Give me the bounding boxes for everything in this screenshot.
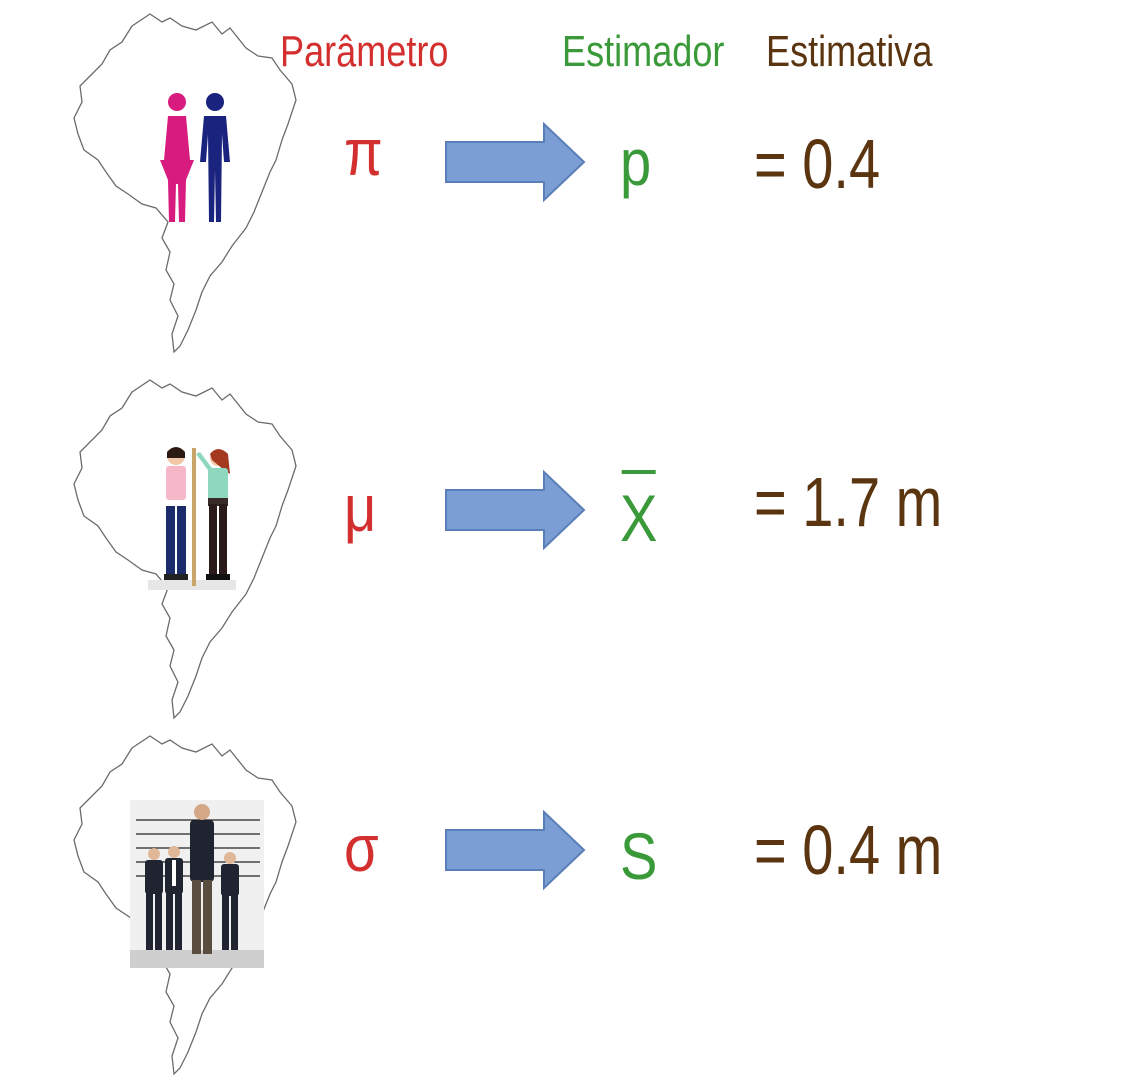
lineup-people <box>145 804 239 954</box>
arrow-right-icon <box>444 122 586 202</box>
parameter-symbol: μ <box>344 471 377 545</box>
man-figure <box>200 93 230 222</box>
man-woman-figures-image <box>160 90 236 226</box>
x-bar-symbol: X <box>620 470 657 558</box>
estimate-value: = 1.7 m <box>754 463 943 541</box>
measuring-person-figure <box>196 449 230 580</box>
overline-mark <box>621 470 656 474</box>
woman-figure <box>160 93 194 222</box>
arrow-right-icon <box>444 810 586 890</box>
parameter-symbol: σ <box>344 811 379 885</box>
estimate-value: = 0.4 m <box>754 811 943 889</box>
parameter-symbol: π <box>344 115 383 189</box>
row-proportion: π p = 0.4 <box>0 0 1138 360</box>
estimator-symbol: S <box>620 819 658 893</box>
header-estimador: Estimador <box>562 27 725 76</box>
header-parametro: Parâmetro <box>280 27 449 76</box>
estimate-value: = 0.4 <box>754 125 881 203</box>
measured-person-figure <box>164 447 188 580</box>
height-measurement-image <box>148 440 236 594</box>
row-standard-deviation: σ S = 0.4 m <box>0 722 1138 1082</box>
estimator-symbol: X <box>620 470 657 558</box>
row-mean: μ X = 1.7 m <box>0 366 1138 726</box>
height-lineup-image <box>130 800 264 968</box>
header-estimativa: Estimativa <box>766 27 933 76</box>
arrow-right-icon <box>444 470 586 550</box>
estimator-symbol: p <box>620 125 652 199</box>
